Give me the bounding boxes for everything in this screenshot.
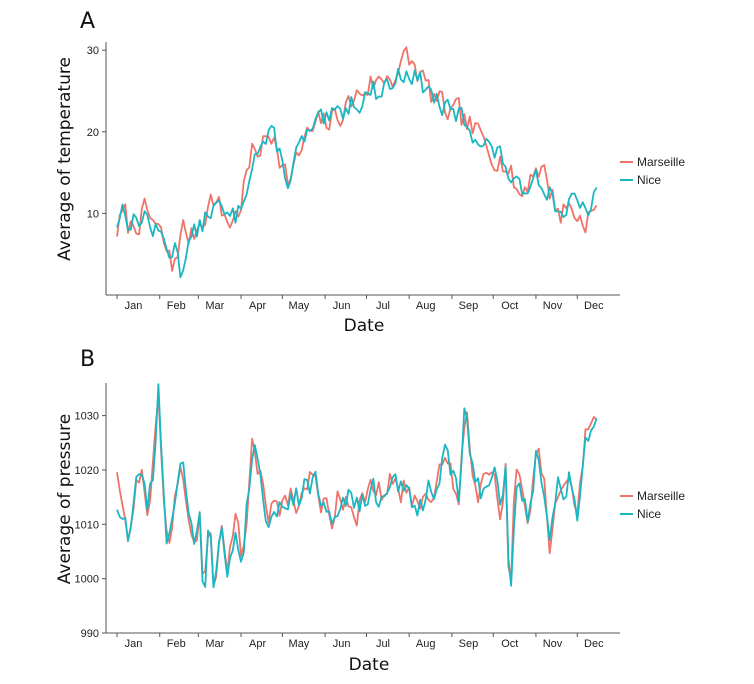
y-axis-title-a: Average of temperature: [55, 57, 75, 261]
legend-label-marseille: Marseille: [637, 155, 685, 169]
x-tick-label: May: [289, 638, 310, 650]
y-tick-label: 1010: [75, 519, 99, 531]
y-tick-label: 30: [87, 45, 99, 57]
x-tick-label: Apr: [249, 300, 266, 312]
series-line-nice: [116, 67, 598, 279]
x-tick-label: Jan: [125, 638, 143, 650]
series-group-a: [116, 46, 598, 279]
x-tick-label: Aug: [416, 300, 436, 312]
y-axis-a: 10 20 30: [87, 42, 107, 295]
x-tick-label: Sep: [459, 300, 479, 312]
x-tick-label: Jul: [376, 300, 390, 312]
x-tick-label: Nov: [543, 300, 563, 312]
legend-b: Marseille Nice: [620, 489, 685, 521]
x-tick-label: Feb: [167, 300, 186, 312]
panel-a: A 10 20 30 Jan Feb Mar Apr May Jun Jul Aug Sep Oct N…: [55, 9, 685, 336]
legend-label-nice: Nice: [637, 173, 661, 187]
x-tick-label: Feb: [167, 638, 186, 650]
x-tick-label: May: [289, 300, 310, 312]
series-line-nice: [116, 383, 598, 589]
x-tick-label: Dec: [584, 638, 604, 650]
panel-label-b: B: [80, 347, 95, 372]
x-axis-b: Jan Feb Mar Apr May Jun Jul Aug Sep Oct Nov Dec: [106, 632, 620, 650]
series-group-b: [116, 383, 598, 589]
x-tick-label: Jan: [125, 300, 143, 312]
panel-label-a: A: [80, 9, 95, 34]
x-tick-label: Aug: [416, 638, 436, 650]
x-tick-label: Dec: [584, 300, 604, 312]
x-tick-label: Apr: [249, 638, 266, 650]
y-tick-label: 10: [87, 208, 99, 220]
panel-b: B 990 1000 1010 1020 1030 Jan Feb Mar Apr May Jun…: [55, 347, 685, 675]
x-tick-label: Jul: [376, 638, 390, 650]
y-tick-label: 1020: [75, 465, 99, 477]
legend-label-nice: Nice: [637, 507, 661, 521]
x-tick-label: Mar: [205, 638, 224, 650]
y-tick-label: 20: [87, 127, 99, 139]
x-tick-label: Oct: [501, 638, 518, 650]
x-tick-label: Sep: [459, 638, 479, 650]
x-axis-a: Jan Feb Mar Apr May Jun Jul Aug Sep Oct Nov Dec: [106, 294, 620, 312]
y-axis-b: 990 1000 1010 1020 1030: [75, 383, 107, 640]
y-axis-title-b: Average of pressure: [55, 414, 75, 584]
series-line-marseille: [116, 46, 598, 272]
legend-label-marseille: Marseille: [637, 489, 685, 503]
x-tick-label: Mar: [205, 300, 224, 312]
y-tick-label: 990: [81, 628, 99, 640]
x-axis-title-b: Date: [349, 655, 390, 675]
legend-a: Marseille Nice: [620, 155, 685, 187]
series-line-marseille: [116, 394, 598, 587]
y-tick-label: 1030: [75, 411, 99, 423]
y-tick-label: 1000: [75, 574, 99, 586]
x-tick-label: Jun: [333, 638, 351, 650]
x-tick-label: Jun: [333, 300, 351, 312]
x-tick-label: Nov: [543, 638, 563, 650]
x-tick-label: Oct: [501, 300, 518, 312]
x-axis-title-a: Date: [344, 316, 385, 336]
